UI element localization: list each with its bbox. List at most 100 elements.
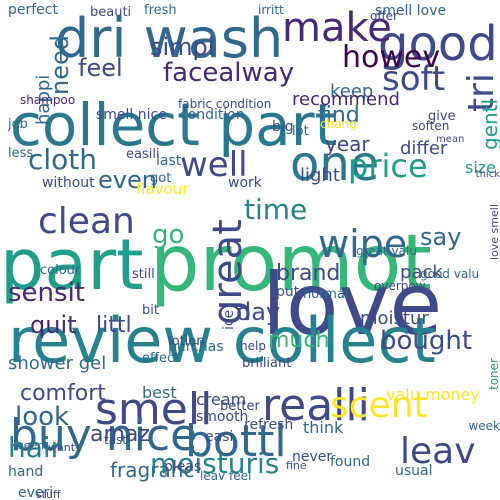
word: find xyxy=(318,103,360,128)
word: easili xyxy=(126,147,160,162)
word: comfort xyxy=(20,381,106,406)
word: day xyxy=(236,298,281,326)
word: brilliant xyxy=(242,356,292,371)
word: dri wash xyxy=(55,7,284,70)
word: brand xyxy=(276,261,341,286)
word: perfect xyxy=(8,2,58,18)
word: feel xyxy=(78,54,123,82)
word: last xyxy=(156,153,182,169)
word: tast xyxy=(104,433,128,447)
word: littl xyxy=(96,313,132,338)
word: cream xyxy=(196,390,247,409)
word: love smell xyxy=(488,204,500,260)
word: well xyxy=(180,145,248,185)
word: quit xyxy=(30,311,77,339)
word: big xyxy=(272,119,294,135)
word: realli xyxy=(262,380,370,431)
word: review collect xyxy=(8,304,436,377)
word: stuff xyxy=(36,488,61,500)
word: price xyxy=(348,147,428,185)
word: light xyxy=(300,165,340,186)
word: much xyxy=(268,328,330,353)
word: differ xyxy=(400,138,448,159)
word: pack xyxy=(400,262,443,283)
word: buy nice xyxy=(10,410,198,461)
word: keep xyxy=(330,81,374,102)
word: smell nice xyxy=(96,107,167,123)
word: purchas xyxy=(168,339,224,355)
word: flavour xyxy=(136,180,189,198)
word: shower gel xyxy=(8,353,107,374)
word: one xyxy=(290,136,380,192)
word: moisturis xyxy=(150,447,280,480)
word: gentl xyxy=(478,98,500,150)
word: smell love xyxy=(375,3,447,19)
word: wipe xyxy=(318,222,408,266)
word: smell xyxy=(95,384,213,435)
word: fabric condition xyxy=(178,97,272,111)
word: thick xyxy=(475,169,500,180)
word: work xyxy=(228,175,262,191)
word: soften xyxy=(412,119,450,133)
word: amaz xyxy=(90,422,150,447)
word: ice xyxy=(221,309,237,330)
word: never xyxy=(292,449,333,465)
word: promot xyxy=(150,219,432,309)
word: leav feel xyxy=(200,469,252,483)
word: normal xyxy=(303,287,349,302)
word: found xyxy=(330,454,371,470)
word: want xyxy=(48,441,76,454)
word: great valu xyxy=(356,244,417,258)
word: look xyxy=(15,402,70,432)
word: facealway xyxy=(163,58,295,88)
word: good xyxy=(378,16,498,72)
word: beauti xyxy=(90,5,132,20)
word: job xyxy=(8,117,28,132)
word: better xyxy=(220,399,260,414)
word: condition xyxy=(180,107,245,123)
word: hair xyxy=(8,431,63,464)
word: recommend xyxy=(292,89,400,110)
word: even xyxy=(98,166,157,194)
word: still xyxy=(132,267,155,282)
word: fine xyxy=(286,459,307,472)
word: overpow xyxy=(374,279,426,293)
word: help xyxy=(240,339,266,353)
word: time xyxy=(244,193,308,226)
word: refresh xyxy=(244,417,294,433)
word: go xyxy=(152,220,185,250)
word: collect part xyxy=(10,91,338,159)
word: colour xyxy=(40,263,81,278)
word: good valu xyxy=(420,267,480,281)
word: bought xyxy=(380,326,473,356)
word: effect xyxy=(142,351,180,366)
word: sensit xyxy=(8,278,85,308)
word: size xyxy=(465,158,497,177)
word: clean xyxy=(38,201,135,242)
word: think xyxy=(303,418,344,437)
word: fresh xyxy=(144,3,177,18)
word: seem xyxy=(18,439,48,452)
word: soft xyxy=(382,59,446,99)
word: week xyxy=(468,419,500,433)
word: howev xyxy=(342,40,441,75)
word: simpl xyxy=(150,33,215,61)
word: valu money xyxy=(386,385,480,404)
word: smooth xyxy=(196,409,249,425)
word: mean xyxy=(436,134,465,145)
word: make xyxy=(282,5,392,51)
word: bit xyxy=(142,303,159,318)
word: part xyxy=(0,224,144,306)
word: best xyxy=(142,383,177,402)
word: less xyxy=(8,146,34,161)
word: scent xyxy=(330,385,428,426)
word: irritt xyxy=(258,3,284,17)
word: everi xyxy=(18,485,54,500)
word: hand xyxy=(8,464,44,480)
word: toner xyxy=(487,358,500,390)
word: cloth xyxy=(28,143,98,176)
word: got xyxy=(150,171,172,186)
word: offer xyxy=(370,9,398,23)
word: without xyxy=(42,175,95,191)
